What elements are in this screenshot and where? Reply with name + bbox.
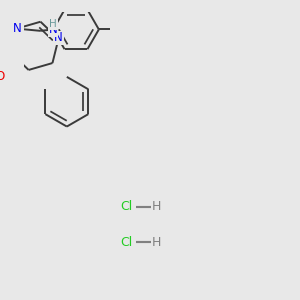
Text: O: O: [0, 70, 4, 83]
Text: Cl: Cl: [120, 236, 132, 249]
Text: H: H: [151, 236, 160, 249]
Text: N: N: [54, 31, 63, 44]
Text: Cl: Cl: [120, 200, 132, 213]
Text: H: H: [151, 200, 160, 213]
Text: N: N: [49, 23, 58, 36]
Text: N: N: [13, 22, 22, 34]
Text: H: H: [50, 19, 57, 29]
